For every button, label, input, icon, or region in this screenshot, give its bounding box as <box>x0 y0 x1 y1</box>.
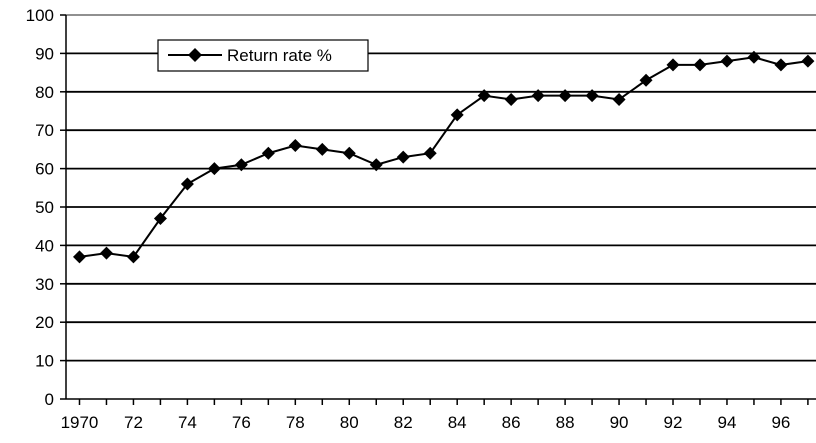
data-point-1972 <box>126 250 140 264</box>
data-point-1984 <box>450 108 464 122</box>
data-point-1976 <box>234 158 248 172</box>
data-point-1990 <box>612 92 626 106</box>
data-point-1978 <box>288 139 302 153</box>
x-tick-label-88: 88 <box>556 413 575 432</box>
y-tick-label-100: 100 <box>26 6 54 25</box>
data-point-1994 <box>720 54 734 68</box>
y-tick-label-0: 0 <box>45 390 54 409</box>
data-point-1982 <box>396 150 410 164</box>
data-point-1974 <box>180 177 194 191</box>
data-point-1989 <box>585 89 599 103</box>
y-tick-label-20: 20 <box>35 313 54 332</box>
y-tick-label-70: 70 <box>35 121 54 140</box>
gridlines <box>66 14 816 362</box>
x-tick-label-92: 92 <box>664 413 683 432</box>
data-point-1971 <box>99 246 113 260</box>
y-tick-label-60: 60 <box>35 160 54 179</box>
y-tick-label-10: 10 <box>35 352 54 371</box>
series-group <box>72 50 815 264</box>
y-tick-label-40: 40 <box>35 236 54 255</box>
x-tick-label-72: 72 <box>124 413 143 432</box>
x-tick-label-94: 94 <box>718 413 737 432</box>
legend-label: Return rate % <box>227 46 332 65</box>
data-point-1970 <box>72 250 86 264</box>
data-point-1973 <box>153 212 167 226</box>
legend-diamond-marker <box>188 48 202 62</box>
legend: Return rate % <box>157 39 369 72</box>
data-point-1975 <box>207 162 221 176</box>
x-tick-labels: 1970 72 74 76 78 80 82 84 86 88 90 92 94 96 <box>61 413 791 432</box>
data-point-1992 <box>666 58 680 72</box>
y-tick-label-80: 80 <box>35 83 54 102</box>
x-tick-label-1970: 1970 <box>61 413 99 432</box>
data-point-1979 <box>315 142 329 156</box>
x-tick-label-86: 86 <box>502 413 521 432</box>
y-tick-labels: 0 10 20 30 40 50 60 70 80 90 100 <box>26 6 54 409</box>
data-point-1981 <box>369 158 383 172</box>
data-point-1983 <box>423 146 437 160</box>
data-point-1987 <box>531 89 545 103</box>
data-point-1991 <box>639 73 653 87</box>
data-point-1977 <box>261 146 275 160</box>
data-point-1997 <box>801 54 815 68</box>
x-tick-label-84: 84 <box>448 413 467 432</box>
series-line-0 <box>79 56 809 258</box>
x-tick-label-90: 90 <box>610 413 629 432</box>
data-point-1980 <box>342 146 356 160</box>
y-tick-label-30: 30 <box>35 275 54 294</box>
y-tick-label-90: 90 <box>35 44 54 63</box>
y-tick-label-50: 50 <box>35 198 54 217</box>
x-tick-label-82: 82 <box>394 413 413 432</box>
x-tick-label-78: 78 <box>286 413 305 432</box>
x-tick-label-74: 74 <box>178 413 197 432</box>
x-tick-label-96: 96 <box>771 413 790 432</box>
axes <box>60 14 816 405</box>
data-point-1988 <box>558 89 572 103</box>
x-tick-label-80: 80 <box>340 413 359 432</box>
data-point-1986 <box>504 92 518 106</box>
x-tick-label-76: 76 <box>232 413 251 432</box>
data-point-1996 <box>774 58 788 72</box>
data-point-1993 <box>693 58 707 72</box>
data-point-1995 <box>747 50 761 64</box>
data-point-1985 <box>477 89 491 103</box>
